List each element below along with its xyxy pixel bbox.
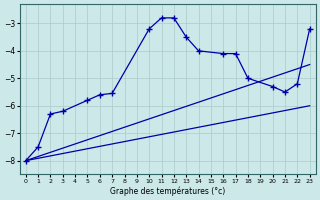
X-axis label: Graphe des températures (°c): Graphe des températures (°c) [110,186,225,196]
